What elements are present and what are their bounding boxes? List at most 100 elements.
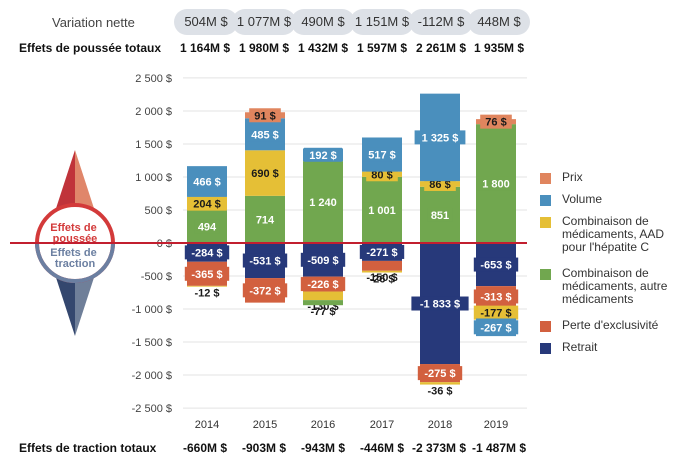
data-label: 86 $ [429,179,450,191]
bar-segment-hep_c [420,382,460,385]
bar-segment-perte [362,260,402,271]
net-variation-pill-2015: 1 077M $ [232,9,296,35]
data-label: -531 $ [249,256,280,268]
data-label: 485 $ [251,129,279,141]
legend-swatch-volume [540,195,551,206]
data-label-bg [242,253,288,268]
compass-push-text: Effets de poussée [50,222,100,245]
data-label-bg [473,289,519,304]
push-total-2015: 1 980M $ [238,41,290,55]
data-label-bg [252,212,278,227]
x-tick-label: 2014 [195,419,219,431]
data-label: -313 $ [480,291,511,303]
legend-swatch-autres [540,269,551,280]
data-label-bg [414,130,466,145]
net-variation-pill-2018: -112M $ [409,9,473,35]
data-label-bg [300,252,346,267]
data-label-bg [363,147,401,162]
y-tick-label: -500 $ [141,271,172,283]
data-label-bg [427,207,453,222]
compass-ring-lower [35,242,115,283]
x-axis-labels: 2014 2015 2016 2017 2018 2019 [195,419,508,431]
net-variation-pill-2017: 1 151M $ [350,9,414,35]
data-label-bg [194,219,220,234]
y-tick-label: 500 $ [144,205,172,217]
y-tick-label: 1 500 $ [135,139,172,151]
data-label-bg [184,266,230,281]
pull-total-2017: -446M $ [359,441,405,455]
data-label: -284 $ [191,247,222,259]
pull-total-2019: -1 487M $ [471,441,527,455]
data-label-bg [246,166,284,181]
net-variation-pill-2014: 504M $ [174,9,238,35]
bar-segment-hep_c [187,285,227,287]
bar-segment-hep_c [362,270,402,273]
push-total-2018: 2 261M $ [415,41,467,55]
data-label-bg [411,296,469,311]
legend-swatch-hep-c [540,217,551,228]
data-label-bg [473,257,519,272]
data-label-bg [363,202,401,217]
data-label: -271 $ [366,247,397,259]
y-tick-label: -1 500 $ [132,337,172,349]
data-label: -12 $ [194,288,219,300]
data-label-bg [304,195,342,210]
data-label: 517 $ [368,150,396,162]
data-label-bg [242,283,288,298]
data-label-bg [473,305,519,320]
data-label-bg [473,320,519,335]
data-label: 91 $ [254,110,275,122]
data-label: -77 $ [310,306,335,318]
compass-icon: Effets de poussée Effets de traction [35,150,115,336]
data-label-bg [480,114,512,129]
y-tick-label: 2 000 $ [135,106,172,118]
data-label: 76 $ [485,117,506,129]
gridlines [183,77,527,409]
data-label: 1 800 [482,179,510,191]
bars: 494 204 $ 466 $ -284 $ -365 $ -12 $ 714 690 $ 48… [184,93,519,398]
data-label-bg [417,366,463,381]
pull-totals-label: Effets de traction totaux [19,441,157,455]
legend-label: Perte d'exclusivité [562,318,659,332]
push-total-2019: 1 935M $ [473,41,525,55]
data-label: -1 833 $ [420,299,460,311]
data-label: -26 $ [369,274,394,286]
net-variation-label: Variation nette [52,15,135,30]
data-label: 690 $ [251,168,279,180]
data-label-bg [300,277,346,292]
data-label: -275 $ [424,368,455,380]
y-tick-label: 1 000 $ [135,172,172,184]
data-label: 1 001 [368,205,396,217]
x-tick-label: 2015 [253,419,277,431]
pull-total-2015: -903M $ [241,441,287,455]
data-label: -36 $ [427,386,452,398]
push-total-2016: 1 432M $ [297,41,349,55]
x-tick-label: 2016 [311,419,335,431]
legend-label: Combinaison de médicaments, AAD pour l'h… [562,214,665,254]
data-label: -267 $ [480,322,511,334]
data-label: -653 $ [480,260,511,272]
data-label: -150 $ [366,272,397,284]
legend-label: Retrait [562,340,598,354]
legend-swatch-prix [540,173,551,184]
push-totals-label: Effets de poussée totaux [19,41,162,55]
data-label: 851 [431,210,449,222]
data-label-bg [249,108,281,123]
data-label: -226 $ [307,279,338,291]
data-label: -365 $ [191,269,222,281]
data-label-bg [304,147,342,162]
legend-label: Combinaison de médicaments, autre médica… [562,266,668,306]
net-variation-pill-2016: 490M $ [291,9,355,35]
data-label: 714 [256,214,275,226]
y-tick-label: 2 500 $ [135,73,172,85]
data-label-bg [246,127,284,142]
data-label: -177 $ [480,308,511,320]
data-label: -372 $ [249,285,280,297]
data-label-bg [188,174,226,189]
data-label-bg [359,244,405,259]
push-total-2014: 1 164M $ [179,41,231,55]
data-label: 80 $ [371,169,392,181]
y-tick-label: -1 000 $ [132,304,172,316]
data-label: 1 325 $ [422,132,459,144]
